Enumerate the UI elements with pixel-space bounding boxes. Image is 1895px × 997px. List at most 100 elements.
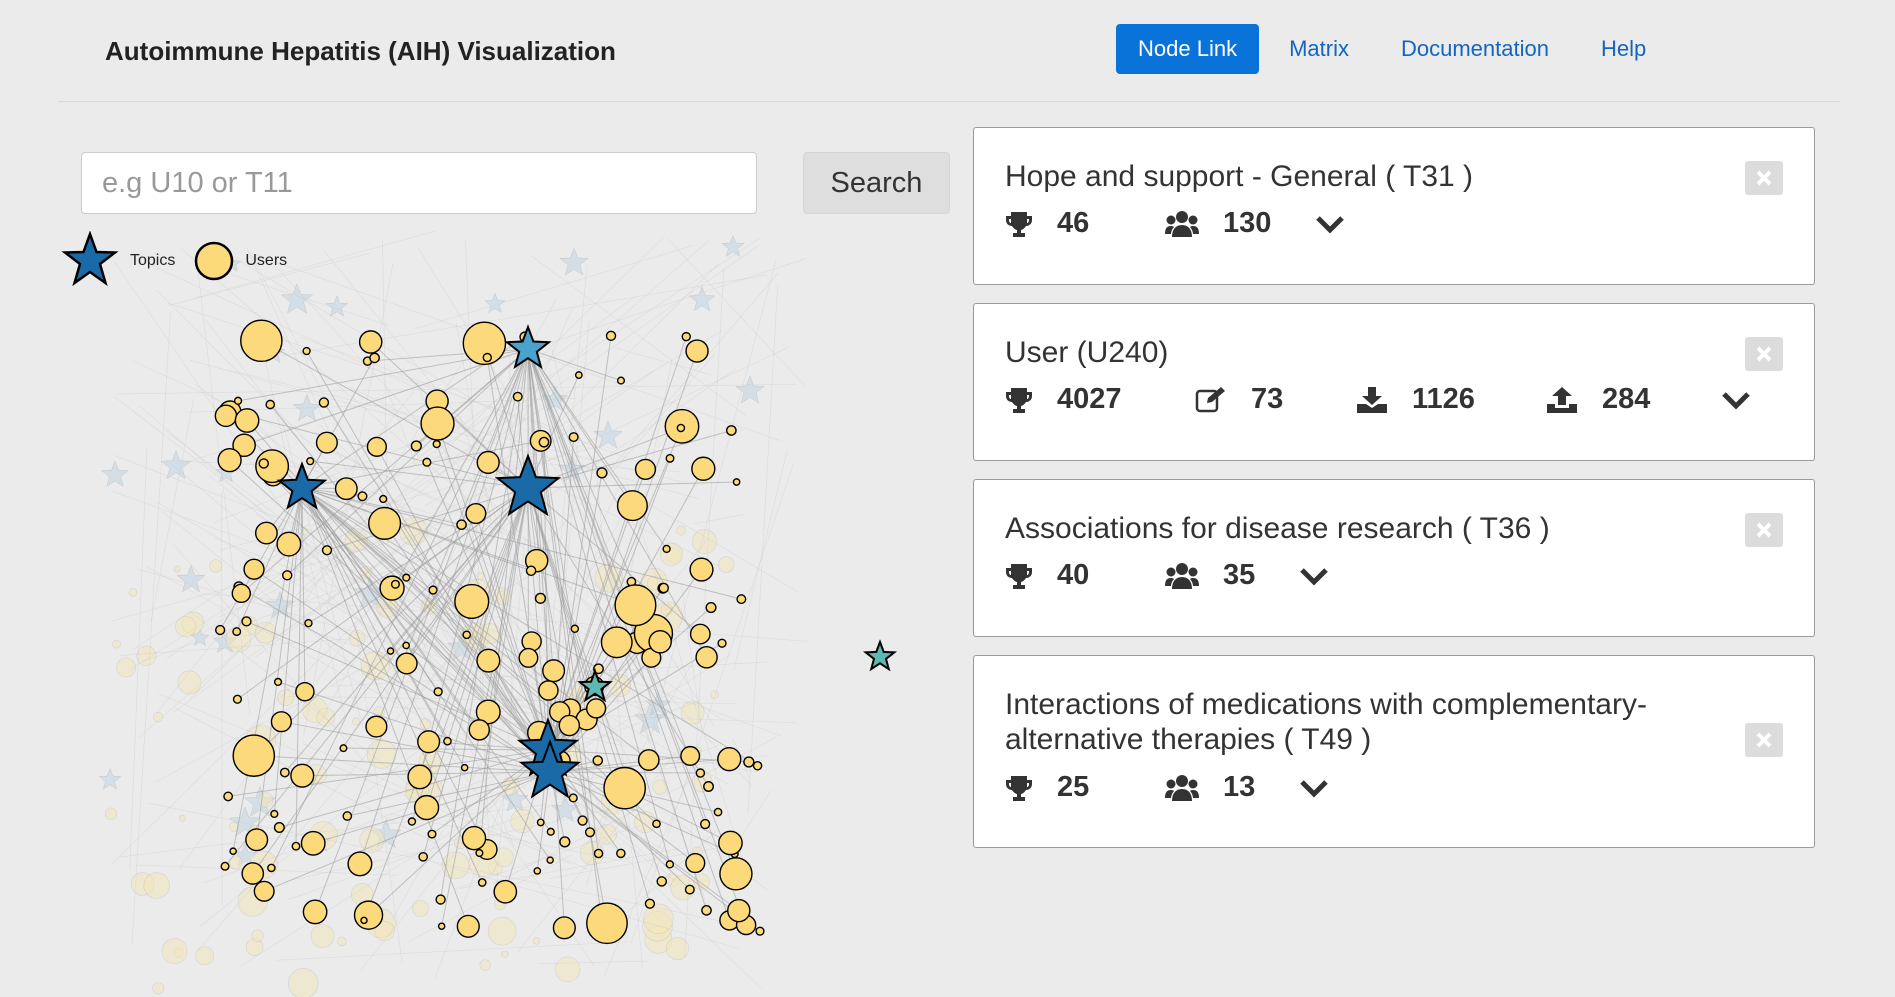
user-node[interactable] — [353, 900, 384, 930]
faded-link[interactable] — [218, 270, 389, 326]
user-node[interactable] — [525, 565, 537, 577]
user-node[interactable] — [695, 768, 706, 778]
edge[interactable] — [406, 487, 529, 664]
faded-link[interactable] — [158, 693, 571, 864]
expand-card-button[interactable] — [1299, 565, 1329, 587]
faded-user-node[interactable] — [643, 903, 674, 934]
user-node[interactable] — [689, 557, 714, 582]
user-node[interactable] — [462, 321, 507, 366]
user-node[interactable] — [279, 767, 290, 778]
faded-link[interactable] — [203, 700, 701, 884]
faded-link[interactable] — [116, 383, 797, 395]
faded-topic-node[interactable] — [100, 460, 130, 487]
edge[interactable] — [236, 487, 303, 632]
user-node[interactable] — [217, 447, 242, 473]
user-node[interactable] — [402, 573, 411, 582]
faded-link[interactable] — [148, 263, 447, 403]
user-node[interactable] — [369, 352, 380, 364]
edge[interactable] — [486, 357, 551, 773]
faded-link[interactable] — [454, 826, 638, 890]
faded-link[interactable] — [407, 853, 574, 943]
user-node[interactable] — [703, 781, 715, 792]
faded-user-node[interactable] — [136, 645, 157, 666]
user-node[interactable] — [574, 371, 583, 379]
search-button[interactable]: Search — [803, 152, 950, 214]
edge[interactable] — [301, 487, 561, 713]
edge[interactable] — [253, 755, 551, 773]
user-node[interactable] — [665, 860, 675, 869]
user-node[interactable] — [395, 652, 418, 675]
user-node[interactable] — [468, 719, 490, 741]
topic-node[interactable] — [518, 739, 582, 799]
edge[interactable] — [368, 749, 549, 916]
edge[interactable] — [547, 426, 683, 751]
edge[interactable] — [422, 487, 529, 857]
faded-link[interactable] — [189, 610, 423, 796]
faded-user-node[interactable] — [178, 814, 186, 822]
user-node[interactable] — [428, 585, 438, 595]
user-node[interactable] — [691, 456, 716, 481]
user-node[interactable] — [456, 519, 467, 531]
user-node[interactable] — [685, 852, 706, 874]
edge[interactable] — [527, 348, 633, 506]
user-node[interactable] — [229, 847, 237, 856]
user-node[interactable] — [413, 794, 440, 821]
user-node[interactable] — [684, 884, 695, 895]
close-card-button[interactable] — [1745, 513, 1783, 547]
edge[interactable] — [323, 402, 549, 751]
faded-topic-node[interactable] — [280, 282, 314, 314]
topic-node[interactable] — [276, 461, 328, 510]
nav-help[interactable]: Help — [1600, 36, 1647, 61]
faded-topic-node[interactable] — [292, 393, 322, 422]
user-node[interactable] — [685, 339, 709, 363]
user-node[interactable] — [220, 861, 230, 871]
topic-node[interactable] — [504, 324, 552, 370]
faded-link[interactable] — [236, 259, 799, 593]
user-node[interactable] — [407, 764, 433, 790]
edge[interactable] — [243, 348, 529, 446]
faded-link[interactable] — [120, 637, 363, 656]
user-node[interactable] — [315, 431, 338, 454]
expand-card-button[interactable] — [1299, 777, 1329, 799]
user-node[interactable] — [717, 747, 742, 772]
edge[interactable] — [301, 487, 306, 692]
user-node[interactable] — [407, 817, 417, 826]
user-node[interactable] — [593, 848, 604, 859]
faded-user-node[interactable] — [554, 956, 581, 983]
user-node[interactable] — [665, 453, 675, 463]
user-node[interactable] — [435, 894, 446, 905]
edge[interactable] — [301, 487, 480, 731]
faded-link[interactable] — [332, 450, 541, 552]
faded-link[interactable] — [414, 245, 694, 330]
faded-link[interactable] — [146, 566, 672, 854]
faded-user-node[interactable] — [652, 779, 668, 795]
edge[interactable] — [308, 487, 529, 624]
faded-link[interactable] — [680, 584, 703, 731]
edge[interactable] — [549, 771, 761, 932]
faded-topic-node[interactable] — [557, 454, 587, 483]
user-node[interactable] — [231, 583, 251, 604]
topic-node[interactable] — [862, 639, 898, 672]
edge[interactable] — [301, 487, 473, 602]
edge[interactable] — [547, 336, 687, 751]
faded-link[interactable] — [433, 862, 739, 949]
edge[interactable] — [263, 463, 549, 751]
faded-link[interactable] — [114, 261, 595, 966]
faded-link[interactable] — [446, 368, 737, 566]
user-node[interactable] — [658, 582, 669, 594]
edge[interactable] — [246, 620, 549, 751]
edge[interactable] — [395, 348, 529, 585]
user-node[interactable] — [300, 830, 326, 856]
faded-link[interactable] — [441, 629, 471, 682]
faded-link[interactable] — [171, 542, 365, 762]
edge[interactable] — [527, 348, 671, 865]
user-node[interactable] — [306, 457, 315, 466]
user-node[interactable] — [427, 829, 437, 839]
faded-topic-node[interactable] — [176, 564, 206, 593]
user-node[interactable] — [223, 791, 234, 802]
user-node[interactable] — [614, 584, 657, 627]
faded-link[interactable] — [131, 312, 171, 945]
faded-user-node[interactable] — [152, 982, 165, 995]
edge[interactable] — [301, 487, 469, 927]
faded-link[interactable] — [133, 238, 760, 650]
